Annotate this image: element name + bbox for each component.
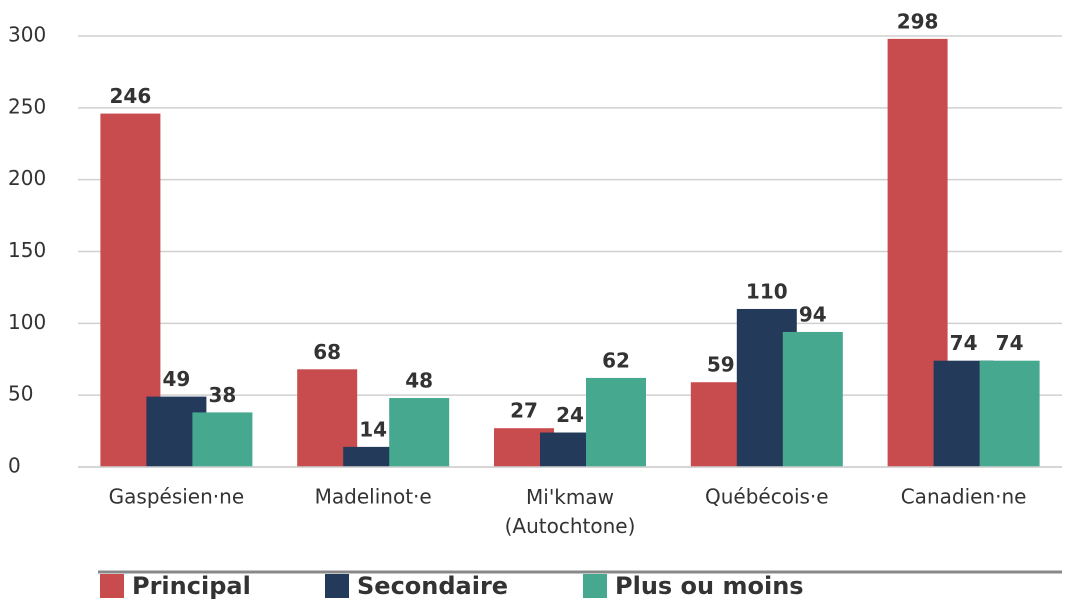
y-tick-label: 250	[8, 94, 46, 118]
legend-swatch	[583, 574, 607, 598]
x-tick-line: Mi'kmaw	[526, 485, 614, 509]
data-label: 74	[950, 331, 978, 355]
bar	[979, 360, 1040, 467]
y-tick-label: 50	[8, 382, 33, 406]
legend-swatch	[100, 574, 124, 598]
y-tick-label: 100	[8, 310, 46, 334]
y-tick-label: 200	[8, 166, 46, 190]
x-tick-label: Mi'kmaw (Autochtone)	[505, 485, 636, 538]
legend-swatch	[325, 574, 349, 598]
data-label: 49	[162, 367, 190, 391]
data-label: 27	[510, 399, 538, 423]
legend-label: Plus ou moins	[615, 572, 804, 600]
data-label: 14	[359, 417, 387, 441]
bar	[343, 446, 404, 467]
data-label: 24	[556, 403, 584, 427]
legend-label: Secondaire	[357, 572, 508, 600]
data-label: 68	[313, 340, 341, 364]
data-label: 74	[996, 331, 1024, 355]
bar	[586, 377, 646, 467]
bar	[389, 398, 450, 467]
data-label: 94	[799, 302, 827, 326]
data-label: 246	[110, 84, 152, 108]
data-label: 38	[208, 383, 236, 407]
data-label: 59	[707, 353, 735, 377]
bar	[782, 331, 843, 467]
x-tick-label: Québécois·e	[705, 485, 829, 509]
x-tick-line: (Autochtone)	[505, 514, 636, 538]
x-tick-label: Madelinot·e	[315, 485, 432, 509]
data-label: 298	[897, 9, 939, 33]
data-label: 62	[602, 348, 630, 372]
legend-label: Principal	[132, 572, 251, 600]
data-label: 48	[405, 369, 433, 393]
x-tick-label: Gaspésien·ne	[109, 485, 244, 509]
y-tick-label: 150	[8, 238, 46, 262]
y-tick-label: 0	[8, 454, 21, 478]
bar	[192, 412, 253, 467]
y-tick-label: 300	[8, 23, 46, 47]
data-label: 110	[746, 279, 788, 303]
x-tick-label: Canadien·ne	[901, 485, 1027, 509]
